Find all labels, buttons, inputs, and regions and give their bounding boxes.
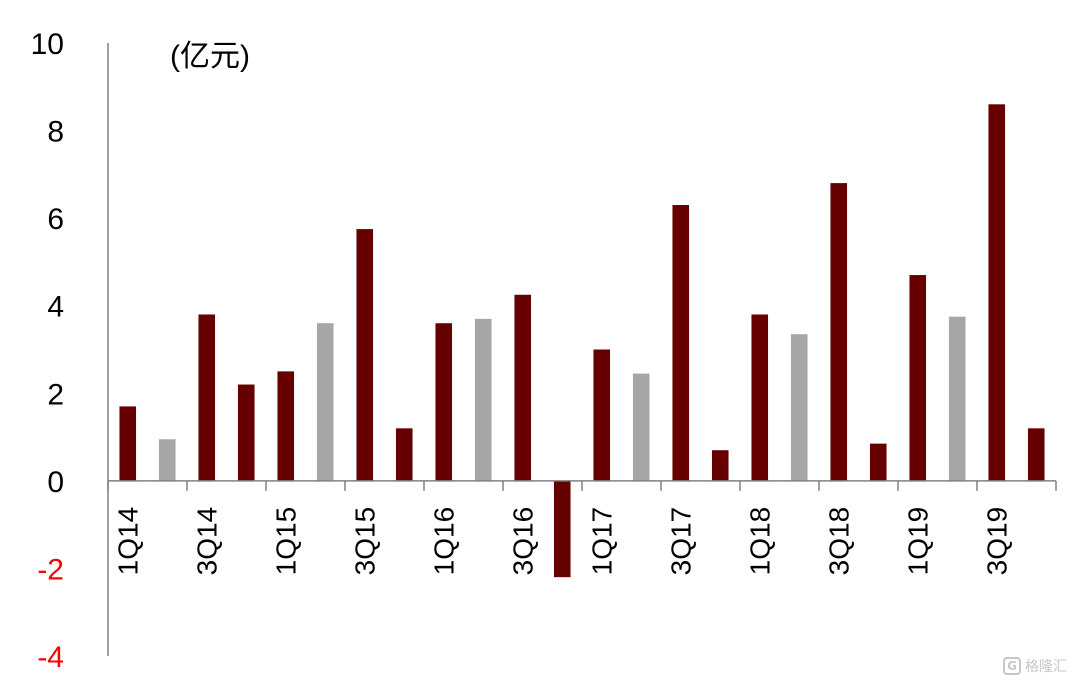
y-tick-label: 4 — [47, 291, 64, 324]
bar-1Q17 — [593, 349, 611, 481]
x-tick-label: 3Q16 — [508, 507, 539, 576]
y-unit-label: (亿元) — [170, 40, 250, 73]
bar-2Q19 — [948, 316, 966, 481]
bar-1Q19 — [909, 275, 927, 481]
bar-3Q15 — [356, 229, 374, 481]
bar-1Q14 — [119, 406, 137, 481]
watermark: G 格隆汇 — [1003, 656, 1067, 676]
y-tick-label: 2 — [47, 378, 64, 411]
bar-2Q18 — [790, 334, 808, 481]
y-tick-label: -4 — [37, 641, 64, 674]
y-tick-label: 8 — [47, 116, 64, 149]
bar-2Q15 — [316, 323, 334, 481]
bar-2Q17 — [632, 373, 650, 481]
bar-2Q14 — [158, 439, 176, 481]
x-tick-label: 3Q17 — [666, 507, 697, 576]
y-tick-label: -2 — [37, 553, 64, 586]
x-tick-label: 3Q18 — [824, 507, 855, 576]
x-tick-label: 1Q18 — [745, 507, 776, 576]
y-tick-label: 0 — [47, 466, 64, 499]
x-tick-label: 1Q19 — [903, 507, 934, 576]
x-tick-label: 3Q19 — [982, 507, 1013, 576]
x-tick-label: 1Q14 — [113, 507, 144, 576]
bar-4Q18 — [869, 443, 887, 481]
x-tick-label: 1Q16 — [429, 507, 460, 576]
bar-1Q16 — [435, 323, 453, 481]
bar-4Q16 — [553, 480, 571, 578]
bar-1Q15 — [277, 371, 295, 481]
x-tick-label: 3Q15 — [350, 507, 381, 576]
x-tick-label: 1Q15 — [271, 507, 302, 576]
bar-4Q19 — [1027, 428, 1045, 481]
bar-3Q18 — [830, 183, 848, 481]
x-tick-label: 1Q17 — [587, 507, 618, 576]
bar-3Q16 — [514, 294, 532, 481]
bar-3Q14 — [198, 314, 216, 481]
bar-4Q17 — [711, 450, 729, 481]
bar-1Q18 — [751, 314, 769, 481]
watermark-text: 格隆汇 — [1025, 659, 1067, 675]
bar-3Q17 — [672, 205, 690, 481]
y-tick-label: 6 — [47, 203, 64, 236]
x-tick-label: 3Q14 — [192, 507, 223, 576]
watermark-logo-icon: G — [1003, 657, 1021, 675]
bar-4Q14 — [237, 384, 255, 481]
bar-4Q15 — [395, 428, 413, 481]
bar-2Q16 — [474, 318, 492, 481]
bar-3Q19 — [988, 104, 1006, 481]
y-tick-label: 10 — [31, 28, 64, 61]
